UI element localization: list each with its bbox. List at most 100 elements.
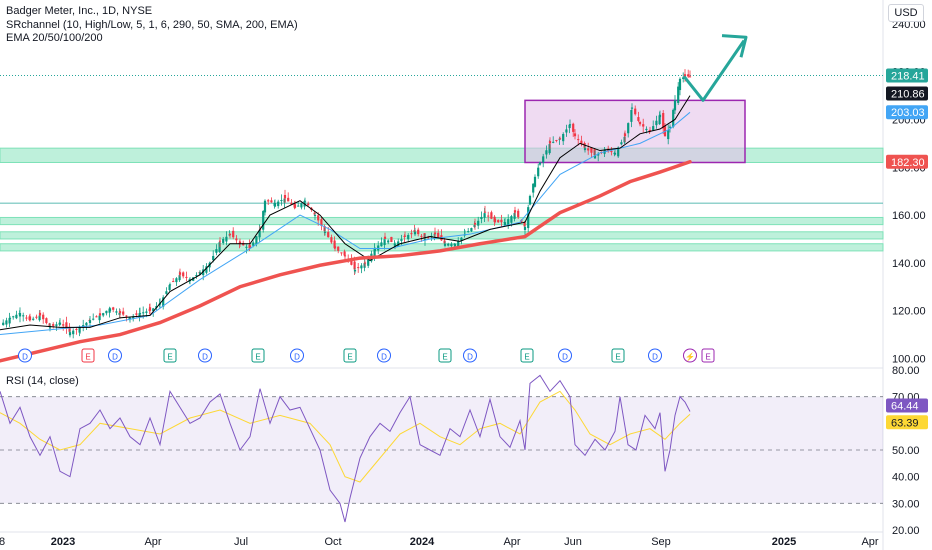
candle-body <box>523 222 526 227</box>
candle-body <box>577 139 580 141</box>
candle-body <box>407 235 410 240</box>
candle-body <box>277 201 280 207</box>
candle-body <box>72 330 75 335</box>
candle-body <box>215 249 218 253</box>
candle-body <box>537 167 540 177</box>
candle-body <box>658 114 662 118</box>
candle-body <box>490 212 493 219</box>
candle-body <box>393 243 397 247</box>
time-tick-label: Apr <box>144 536 161 548</box>
event-marker-label: D <box>22 353 28 362</box>
candle-body <box>387 240 390 243</box>
candle-body <box>320 219 323 226</box>
candle-body <box>513 210 517 213</box>
candle-body <box>138 313 142 315</box>
candle-body <box>655 120 658 126</box>
time-tick-label: Oct <box>324 536 341 548</box>
candle-body <box>225 236 228 242</box>
projection-arrow <box>682 39 746 102</box>
candle-body <box>637 117 640 121</box>
candle-body <box>634 108 637 115</box>
candle-body <box>443 243 447 246</box>
candle-body <box>583 148 587 151</box>
candle-body <box>648 130 652 132</box>
time-tick-label: Sep <box>651 536 671 548</box>
candle-body <box>513 213 516 219</box>
candle-body <box>500 219 503 223</box>
earnings-marker <box>81 348 95 363</box>
candle-body <box>202 269 205 276</box>
candle-body <box>507 219 510 225</box>
currency-button[interactable]: USD <box>888 4 924 22</box>
event-marker-label: ⚡ <box>685 352 695 362</box>
rsi-ma-line <box>0 390 691 483</box>
event-marker-label: D <box>467 353 473 362</box>
rsi-legend[interactable]: RSI (14, close) <box>6 375 79 387</box>
candle-body <box>617 147 620 157</box>
candle-body <box>122 311 125 315</box>
candle-body <box>403 235 407 237</box>
candle-body <box>483 211 487 213</box>
candle-body <box>350 258 353 265</box>
candle-body <box>293 204 297 208</box>
candle-body <box>390 236 393 243</box>
candle-body <box>523 227 527 230</box>
candle-body <box>367 258 370 266</box>
earnings-marker <box>520 348 534 363</box>
candle-body <box>75 328 78 330</box>
candle-body <box>52 324 55 326</box>
candle-body <box>527 207 530 229</box>
candle-body <box>178 272 182 275</box>
earnings-marker <box>611 348 625 363</box>
candle-body <box>542 156 545 163</box>
dividend-marker <box>558 348 572 363</box>
rsi-tick-label: 20.00 <box>892 525 920 537</box>
candle-body <box>410 233 413 235</box>
chart-title: Badger Meter, Inc., 1D, NYSE <box>6 5 153 17</box>
candle-body <box>658 115 661 125</box>
candle-body <box>683 74 687 77</box>
candle-body <box>568 124 572 126</box>
rsi-line <box>0 374 691 523</box>
event-marker-label: D <box>294 353 300 362</box>
candle-body <box>118 311 122 314</box>
time-tick-label: 2025 <box>772 536 796 548</box>
event-marker-label: D <box>381 353 387 362</box>
indicator-srchannel[interactable]: SRchannel (10, High/Low, 5, 1, 6, 290, 5… <box>6 18 298 31</box>
rsi-tick-label: 50.00 <box>892 445 920 457</box>
candle-body <box>218 242 221 253</box>
candle-body <box>283 194 287 199</box>
candle-body <box>672 109 675 127</box>
dividend-marker <box>198 348 212 363</box>
dividend-marker <box>648 348 662 363</box>
candle-body <box>32 318 35 320</box>
candle-body <box>555 140 558 142</box>
candle-body <box>678 78 682 91</box>
price-tick-label: 160.00 <box>892 210 926 222</box>
event-marker-label: E <box>442 353 447 362</box>
candle-body <box>307 203 310 206</box>
support-zone <box>0 147 884 163</box>
candle-body <box>15 314 18 319</box>
candle-body <box>327 232 330 238</box>
candle-body <box>642 124 645 127</box>
price-label-box <box>886 105 928 120</box>
candle-body <box>353 270 357 272</box>
price-label: 182.30 <box>891 157 925 169</box>
candle-body <box>38 312 42 316</box>
candle-body <box>68 326 71 332</box>
candle-body <box>433 232 437 235</box>
candle-body <box>528 195 532 205</box>
candle-body <box>420 235 423 237</box>
earnings-marker <box>251 348 265 363</box>
candle-body <box>248 245 252 249</box>
candle-body <box>313 215 317 217</box>
dividend-marker <box>108 348 122 363</box>
indicator-ema[interactable]: EMA 20/50/100/200 <box>6 32 103 44</box>
time-tick-label: Apr <box>861 536 878 548</box>
candle-body <box>18 313 22 317</box>
time-tick-label: Jul <box>234 536 248 548</box>
candle-body <box>185 276 188 278</box>
time-tick-label: Apr <box>503 536 520 548</box>
